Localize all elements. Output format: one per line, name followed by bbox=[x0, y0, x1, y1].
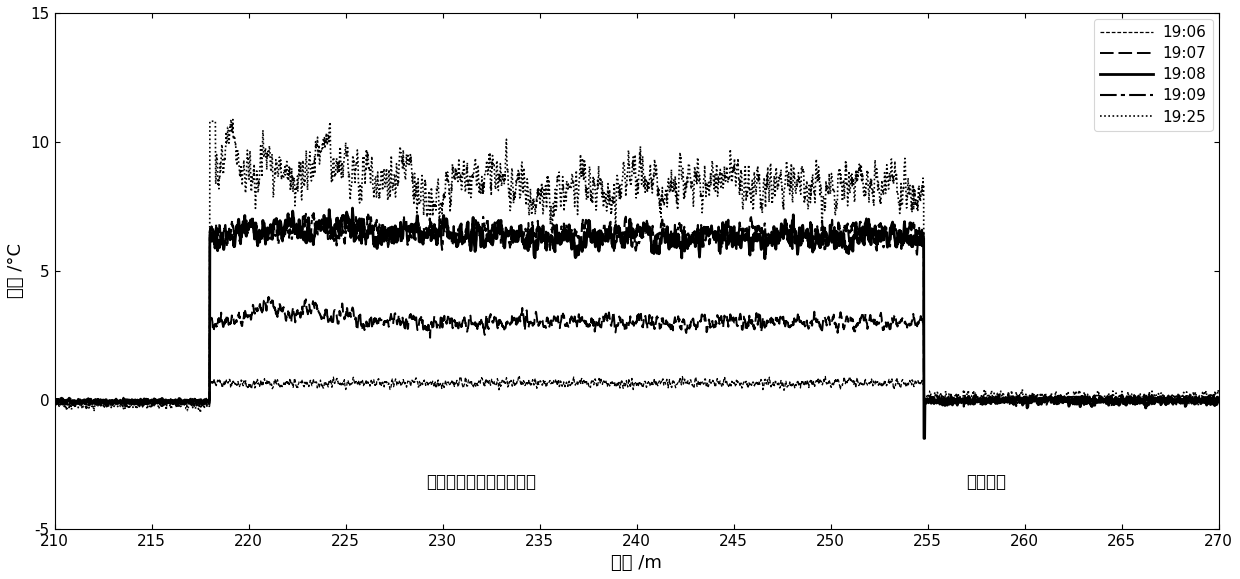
Line: 19:07: 19:07 bbox=[55, 297, 1219, 406]
Y-axis label: 温度 /°C: 温度 /°C bbox=[7, 243, 25, 298]
19:08 bbox=[1101, 402, 1116, 409]
19:09 bbox=[773, 230, 787, 237]
Text: 自加热型螺旋测温光缆段: 自加热型螺旋测温光缆段 bbox=[427, 473, 537, 491]
19:06 bbox=[1101, 396, 1116, 403]
19:09 bbox=[93, 403, 108, 410]
19:07 bbox=[956, 403, 971, 410]
Line: 19:25: 19:25 bbox=[55, 119, 1219, 413]
19:08 bbox=[47, 398, 62, 405]
19:07 bbox=[372, 315, 387, 322]
Line: 19:08: 19:08 bbox=[55, 208, 1219, 438]
19:08 bbox=[771, 233, 786, 240]
19:25 bbox=[773, 173, 787, 179]
19:08 bbox=[372, 233, 387, 240]
19:07 bbox=[296, 302, 311, 309]
Line: 19:09: 19:09 bbox=[55, 212, 1219, 406]
19:09 bbox=[47, 399, 62, 406]
19:06 bbox=[1211, 395, 1226, 402]
19:08 bbox=[1211, 398, 1226, 405]
19:06 bbox=[751, 379, 766, 386]
19:25 bbox=[1210, 388, 1225, 395]
19:07 bbox=[47, 399, 62, 406]
Line: 19:06: 19:06 bbox=[55, 376, 1219, 407]
19:06 bbox=[372, 381, 387, 388]
19:09 bbox=[361, 209, 376, 216]
19:07 bbox=[751, 313, 766, 320]
19:08 bbox=[751, 233, 766, 240]
19:07 bbox=[1211, 397, 1226, 404]
19:09 bbox=[1211, 395, 1226, 402]
19:06 bbox=[186, 404, 201, 411]
Legend: 19:06, 19:07, 19:08, 19:09, 19:25: 19:06, 19:07, 19:08, 19:09, 19:25 bbox=[1094, 19, 1213, 131]
X-axis label: 长度 /m: 长度 /m bbox=[611, 554, 662, 572]
19:09 bbox=[751, 223, 766, 230]
19:25 bbox=[751, 175, 766, 182]
19:25 bbox=[47, 400, 62, 407]
19:08 bbox=[296, 230, 311, 237]
19:06 bbox=[47, 400, 62, 407]
19:06 bbox=[296, 383, 311, 390]
19:07 bbox=[260, 294, 275, 301]
19:07 bbox=[1101, 399, 1116, 406]
19:08 bbox=[916, 435, 931, 442]
19:09 bbox=[1101, 396, 1116, 403]
19:25 bbox=[1101, 391, 1116, 398]
19:25 bbox=[192, 409, 207, 416]
19:06 bbox=[1210, 395, 1225, 402]
19:06 bbox=[511, 373, 526, 380]
19:06 bbox=[773, 383, 787, 390]
19:09 bbox=[296, 222, 311, 229]
19:25 bbox=[298, 177, 312, 184]
19:08 bbox=[1210, 397, 1225, 404]
19:25 bbox=[223, 116, 238, 123]
19:09 bbox=[373, 228, 388, 235]
19:09 bbox=[1210, 394, 1225, 401]
Text: 标定桶段: 标定桶段 bbox=[966, 473, 1006, 491]
19:08 bbox=[345, 204, 360, 211]
19:25 bbox=[373, 180, 388, 187]
19:07 bbox=[1210, 397, 1225, 404]
19:25 bbox=[1211, 390, 1226, 397]
19:07 bbox=[771, 320, 786, 327]
